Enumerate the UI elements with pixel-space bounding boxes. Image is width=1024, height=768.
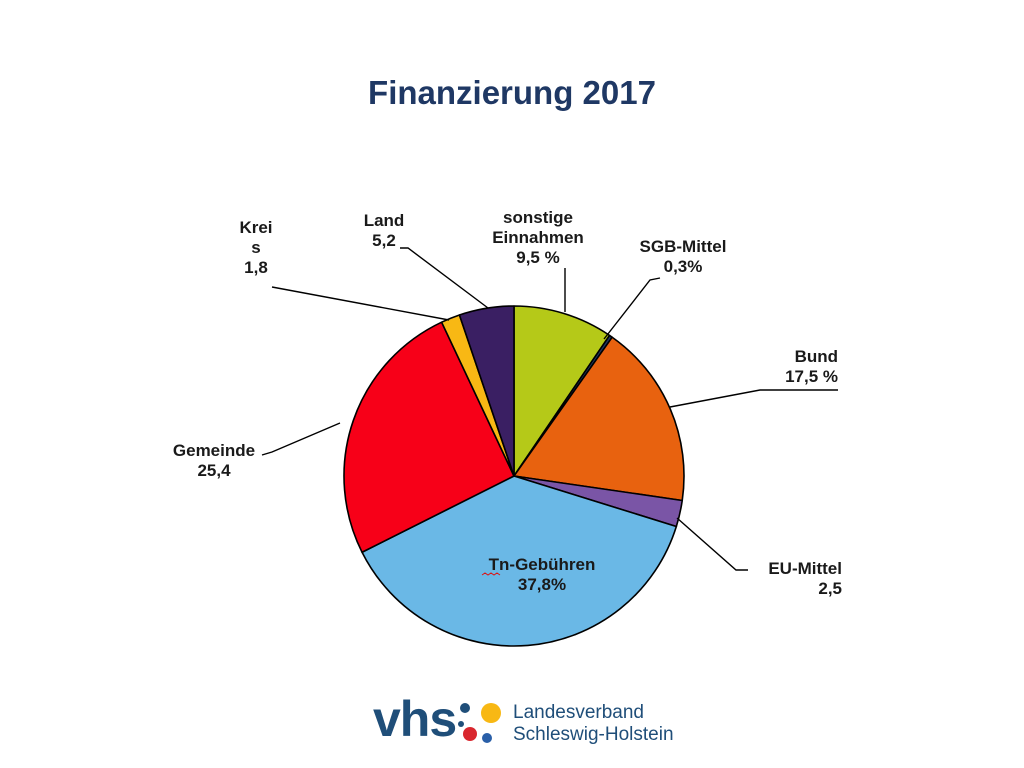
slice-labels: sonstige Einnahmen 9,5 % SGB-Mittel 0,3% Bund… (173, 208, 842, 598)
logo-line-1: Landesverband (513, 702, 644, 723)
slice-label: SGB-Mittel 0,3% (640, 237, 727, 276)
leader-line (669, 389, 838, 408)
spellcheck-squiggle (481, 572, 501, 576)
leader-lines (261, 247, 838, 571)
leader-line (676, 517, 748, 571)
pie-slice (458, 305, 515, 477)
slice-label: EU-Mittel 2,5 (768, 559, 842, 598)
chart-title: Finanzierung 2017 (368, 74, 656, 111)
slice-label: Gemeinde 25,4 (173, 441, 255, 480)
slice-label: Bund 17,5 % (785, 347, 838, 386)
logo-dots-icon (458, 703, 501, 743)
logo-wordmark: vhs (373, 691, 457, 747)
leader-line (400, 247, 489, 309)
pie-slice (513, 336, 685, 502)
pie-slice (361, 475, 678, 647)
leader-line (603, 277, 661, 340)
slice-label: sonstige Einnahmen 9,5 % (492, 208, 584, 267)
slice-label: Land 5,2 (364, 211, 405, 250)
pie-slice (513, 305, 611, 477)
logo-line-2: Schleswig-Holstein (513, 724, 674, 745)
slice-label: Krei s 1,8 (239, 218, 272, 277)
slice-label: Tn-Gebühren 37,8% (489, 555, 596, 594)
pie-slices (343, 305, 685, 647)
leader-line (261, 422, 341, 456)
leader-line (271, 286, 450, 321)
pie-slice (343, 321, 515, 554)
